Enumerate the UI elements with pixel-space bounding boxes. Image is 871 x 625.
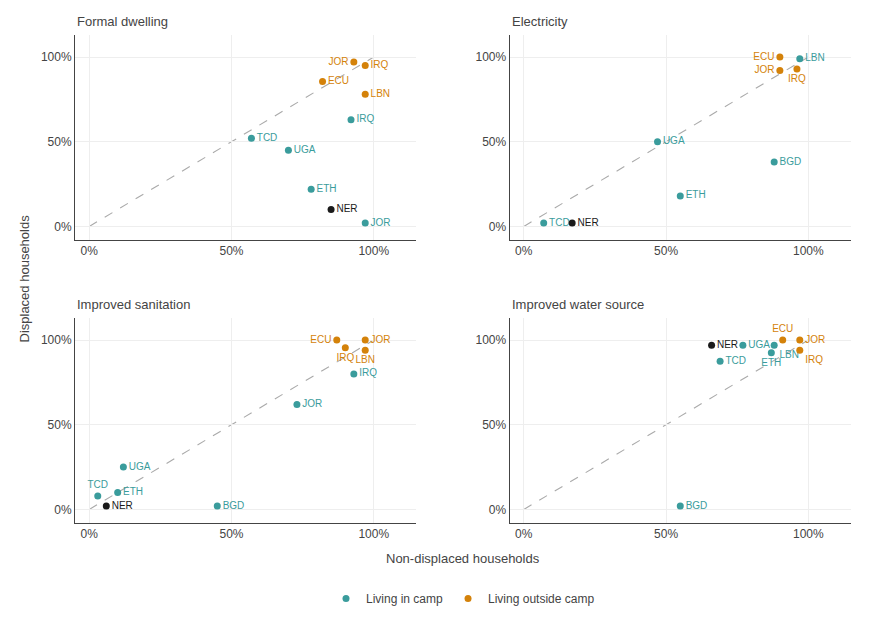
svg-text:IRQ: IRQ: [788, 73, 806, 84]
svg-text:JOR: JOR: [302, 398, 322, 409]
svg-text:ETH: ETH: [123, 486, 143, 497]
svg-text:IRQ: IRQ: [356, 113, 374, 124]
svg-text:LBN: LBN: [355, 354, 374, 365]
svg-text:NER: NER: [578, 217, 599, 228]
svg-text:NER: NER: [336, 203, 357, 214]
svg-text:Living outside camp: Living outside camp: [488, 592, 594, 606]
svg-text:JOR: JOR: [371, 217, 391, 228]
svg-text:IRQ: IRQ: [371, 59, 389, 70]
svg-text:BGD: BGD: [780, 156, 802, 167]
svg-text:0%: 0%: [489, 503, 507, 517]
svg-text:JOR: JOR: [754, 64, 774, 75]
svg-text:TCD: TCD: [257, 132, 278, 143]
svg-text:ETH: ETH: [686, 189, 706, 200]
svg-text:Improved sanitation: Improved sanitation: [77, 297, 190, 312]
svg-text:TCD: TCD: [725, 355, 746, 366]
svg-text:JOR: JOR: [371, 334, 391, 345]
svg-text:ECU: ECU: [772, 323, 793, 334]
svg-text:0%: 0%: [515, 244, 533, 258]
svg-text:UGA: UGA: [129, 461, 151, 472]
svg-text:100%: 100%: [358, 527, 389, 541]
svg-text:NER: NER: [717, 339, 738, 350]
svg-text:50%: 50%: [654, 244, 678, 258]
svg-text:LBN: LBN: [371, 88, 390, 99]
svg-text:UGA: UGA: [663, 135, 685, 146]
svg-text:JOR: JOR: [328, 56, 348, 67]
svg-text:ECU: ECU: [753, 51, 774, 62]
svg-text:NER: NER: [112, 500, 133, 511]
svg-text:50%: 50%: [219, 527, 243, 541]
svg-text:Non-displaced households: Non-displaced households: [386, 551, 540, 566]
svg-text:0%: 0%: [54, 220, 72, 234]
svg-text:50%: 50%: [48, 135, 72, 149]
svg-text:ECU: ECU: [328, 75, 349, 86]
svg-text:BGD: BGD: [686, 500, 708, 511]
svg-text:100%: 100%: [475, 50, 506, 64]
svg-text:50%: 50%: [482, 418, 506, 432]
svg-text:50%: 50%: [482, 135, 506, 149]
svg-text:100%: 100%: [41, 333, 72, 347]
svg-text:0%: 0%: [81, 527, 99, 541]
svg-text:TCD: TCD: [87, 479, 108, 490]
svg-text:100%: 100%: [793, 244, 824, 258]
svg-text:Electricity: Electricity: [512, 14, 568, 29]
svg-text:IRQ: IRQ: [359, 367, 377, 378]
svg-text:50%: 50%: [654, 527, 678, 541]
svg-text:100%: 100%: [41, 50, 72, 64]
svg-text:JOR: JOR: [805, 334, 825, 345]
svg-text:50%: 50%: [219, 244, 243, 258]
svg-text:0%: 0%: [81, 244, 99, 258]
svg-text:IRQ: IRQ: [805, 354, 823, 365]
svg-text:Formal dwelling: Formal dwelling: [77, 14, 168, 29]
svg-text:50%: 50%: [48, 418, 72, 432]
svg-text:LBN: LBN: [780, 349, 799, 360]
svg-text:TCD: TCD: [549, 217, 570, 228]
svg-text:UGA: UGA: [294, 144, 316, 155]
svg-text:IRQ: IRQ: [336, 352, 354, 363]
svg-text:Living in camp: Living in camp: [366, 592, 443, 606]
svg-text:UGA: UGA: [748, 339, 770, 350]
svg-text:100%: 100%: [475, 333, 506, 347]
svg-text:Improved water source: Improved water source: [512, 297, 644, 312]
svg-text:ETH: ETH: [317, 183, 337, 194]
svg-text:0%: 0%: [54, 503, 72, 517]
svg-text:0%: 0%: [489, 220, 507, 234]
svg-text:LBN: LBN: [805, 52, 824, 63]
svg-text:ECU: ECU: [310, 334, 331, 345]
svg-text:Displaced households: Displaced households: [17, 215, 32, 343]
svg-text:100%: 100%: [793, 527, 824, 541]
svg-text:ETH: ETH: [761, 357, 781, 368]
svg-text:100%: 100%: [358, 244, 389, 258]
svg-text:BGD: BGD: [223, 500, 245, 511]
svg-text:0%: 0%: [515, 527, 533, 541]
